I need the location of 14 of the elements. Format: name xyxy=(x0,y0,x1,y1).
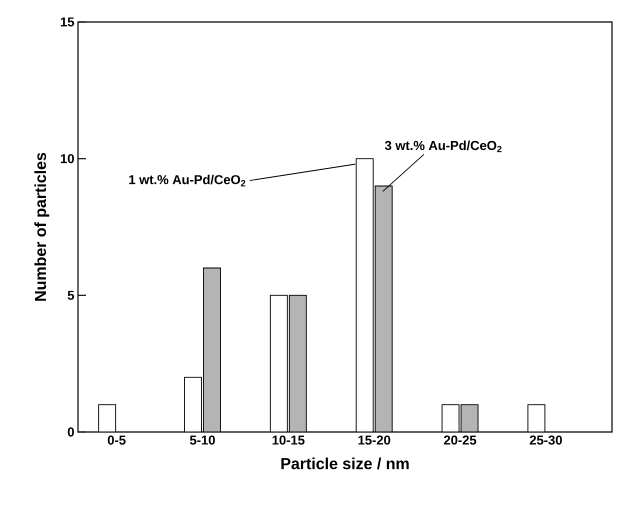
x-tick-label: 10-15 xyxy=(272,436,305,445)
x-tick-label: 20-25 xyxy=(444,436,476,445)
y-tick-label: 10 xyxy=(60,154,74,164)
y-tick-label: 0 xyxy=(68,427,74,437)
y-tick-label: 5 xyxy=(68,290,74,300)
x-axis-title: Particle size / nm xyxy=(281,458,409,470)
x-tick-label: 0-5 xyxy=(108,436,126,445)
x-tick-label: 15-20 xyxy=(358,436,390,445)
y-axis-title: Number of particles xyxy=(34,152,50,301)
y-tick-label: 15 xyxy=(60,17,74,27)
x-tick-label: 5-10 xyxy=(190,436,215,445)
x-tick-label: 25-30 xyxy=(530,436,562,445)
text: 1 wt.% Au-Pd/CeO$_{2}$ xyxy=(129,174,246,186)
text: 3 wt.% Au-Pd/CeO$_{2}$ xyxy=(384,140,502,152)
